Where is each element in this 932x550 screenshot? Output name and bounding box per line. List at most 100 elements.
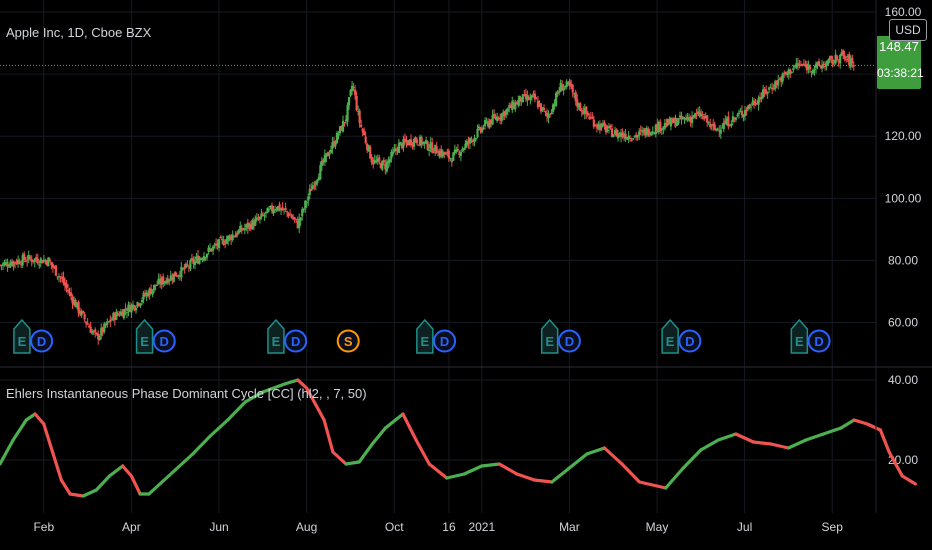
candle-body	[270, 205, 274, 212]
split-circle-icon[interactable]: S	[336, 329, 360, 353]
dividend-circle-icon[interactable]: D	[30, 329, 54, 353]
dividend-letter: D	[685, 334, 694, 349]
earnings-flag-icon[interactable]: E	[135, 318, 154, 354]
candle-body	[532, 93, 535, 95]
candle-body	[214, 243, 218, 246]
candle-body	[115, 311, 118, 320]
indicator-segment	[305, 386, 317, 406]
candle-body	[783, 72, 786, 74]
candle-body	[799, 64, 802, 66]
candle-body	[752, 100, 756, 106]
candle-body	[506, 108, 509, 112]
candle-body	[541, 107, 544, 111]
candle-body	[85, 321, 88, 324]
candle-body	[734, 117, 738, 120]
earnings-letter: E	[666, 334, 675, 349]
earnings-flag-icon[interactable]: E	[790, 318, 809, 354]
candle-body	[219, 237, 222, 239]
candle-body	[437, 154, 440, 156]
earnings-flag-icon[interactable]: E	[13, 318, 31, 354]
candle-body	[26, 260, 29, 262]
candle-body	[730, 123, 733, 126]
dividend-circle-icon[interactable]: D	[433, 329, 457, 353]
candle-body	[722, 122, 725, 130]
candle-body	[482, 127, 485, 129]
candle-body	[772, 88, 775, 90]
candle-body	[236, 232, 239, 236]
indicator-segment	[107, 464, 125, 478]
candle-body	[165, 280, 168, 284]
earnings-flag-icon[interactable]: E	[416, 318, 434, 354]
candle-body	[580, 110, 583, 112]
candle-body	[830, 56, 833, 59]
candle-body	[718, 130, 721, 132]
candle-body	[539, 103, 543, 112]
indicator-segment	[401, 412, 418, 442]
candle-body	[697, 111, 700, 113]
candle-body	[263, 215, 266, 217]
dividend-circle-icon[interactable]: D	[284, 329, 308, 353]
candle-body	[39, 258, 42, 263]
indicator-segment	[620, 462, 642, 484]
candle-body	[328, 154, 331, 156]
candle-body	[231, 234, 234, 240]
dividend-circle-icon[interactable]: D	[807, 329, 831, 353]
dividend-circle-icon[interactable]: D	[152, 329, 176, 353]
candle-body	[798, 64, 801, 66]
candle-body	[665, 123, 668, 127]
time-tick-label: Mar	[559, 520, 580, 534]
candle-body	[109, 319, 112, 322]
candle-body	[523, 94, 526, 96]
candle-body	[486, 121, 490, 127]
currency-badge[interactable]: USD	[889, 19, 927, 41]
candle-body	[790, 71, 793, 73]
candle-body	[148, 288, 151, 296]
symbol-title[interactable]: Apple Inc, 1D, Cboe BZX	[6, 25, 152, 40]
candle-body	[771, 87, 774, 90]
candle-body	[251, 220, 254, 229]
candle-body	[279, 209, 283, 211]
candle-body	[648, 134, 651, 136]
candle-body	[57, 276, 61, 278]
candle-body	[533, 93, 537, 100]
candle-body	[606, 130, 609, 132]
candle-body	[286, 211, 289, 213]
earnings-flag-shape	[267, 318, 285, 354]
earnings-flag-icon[interactable]: E	[540, 318, 559, 354]
candle-body	[1, 263, 5, 266]
candle-body	[48, 259, 51, 262]
candle-body	[826, 60, 830, 65]
candle-body	[559, 82, 562, 92]
indicator-segment	[81, 488, 98, 498]
candle-body	[71, 296, 74, 304]
candle-body	[471, 140, 475, 142]
candle-body	[775, 80, 778, 85]
candle-body	[710, 124, 713, 126]
candle-body	[181, 268, 184, 270]
indicator-segment	[532, 478, 554, 484]
indicator-segment	[129, 474, 142, 496]
candle-body	[558, 91, 561, 93]
candle-body	[675, 122, 679, 126]
candle-body	[387, 160, 390, 164]
candle-body	[668, 118, 671, 125]
earnings-flag-icon[interactable]: E	[661, 318, 679, 354]
candle-body	[290, 214, 293, 218]
candle-body	[422, 141, 425, 145]
candle-body	[177, 275, 180, 277]
candle-body	[153, 284, 156, 291]
indicator-title[interactable]: Ehlers Instantaneous Phase Dominant Cycl…	[6, 386, 367, 401]
earnings-flag-icon[interactable]: E	[267, 318, 285, 354]
candle-body	[393, 148, 396, 152]
candle-body	[467, 141, 470, 144]
dividend-circle-icon[interactable]: D	[678, 329, 702, 353]
candle-body	[527, 96, 530, 100]
candle-body	[740, 110, 744, 116]
split-letter: S	[344, 334, 353, 349]
candle-body	[154, 284, 157, 287]
indicator-segment	[699, 438, 720, 452]
candle-body	[778, 79, 781, 81]
dividend-circle-icon[interactable]: D	[557, 329, 581, 353]
candle-body	[568, 80, 571, 86]
